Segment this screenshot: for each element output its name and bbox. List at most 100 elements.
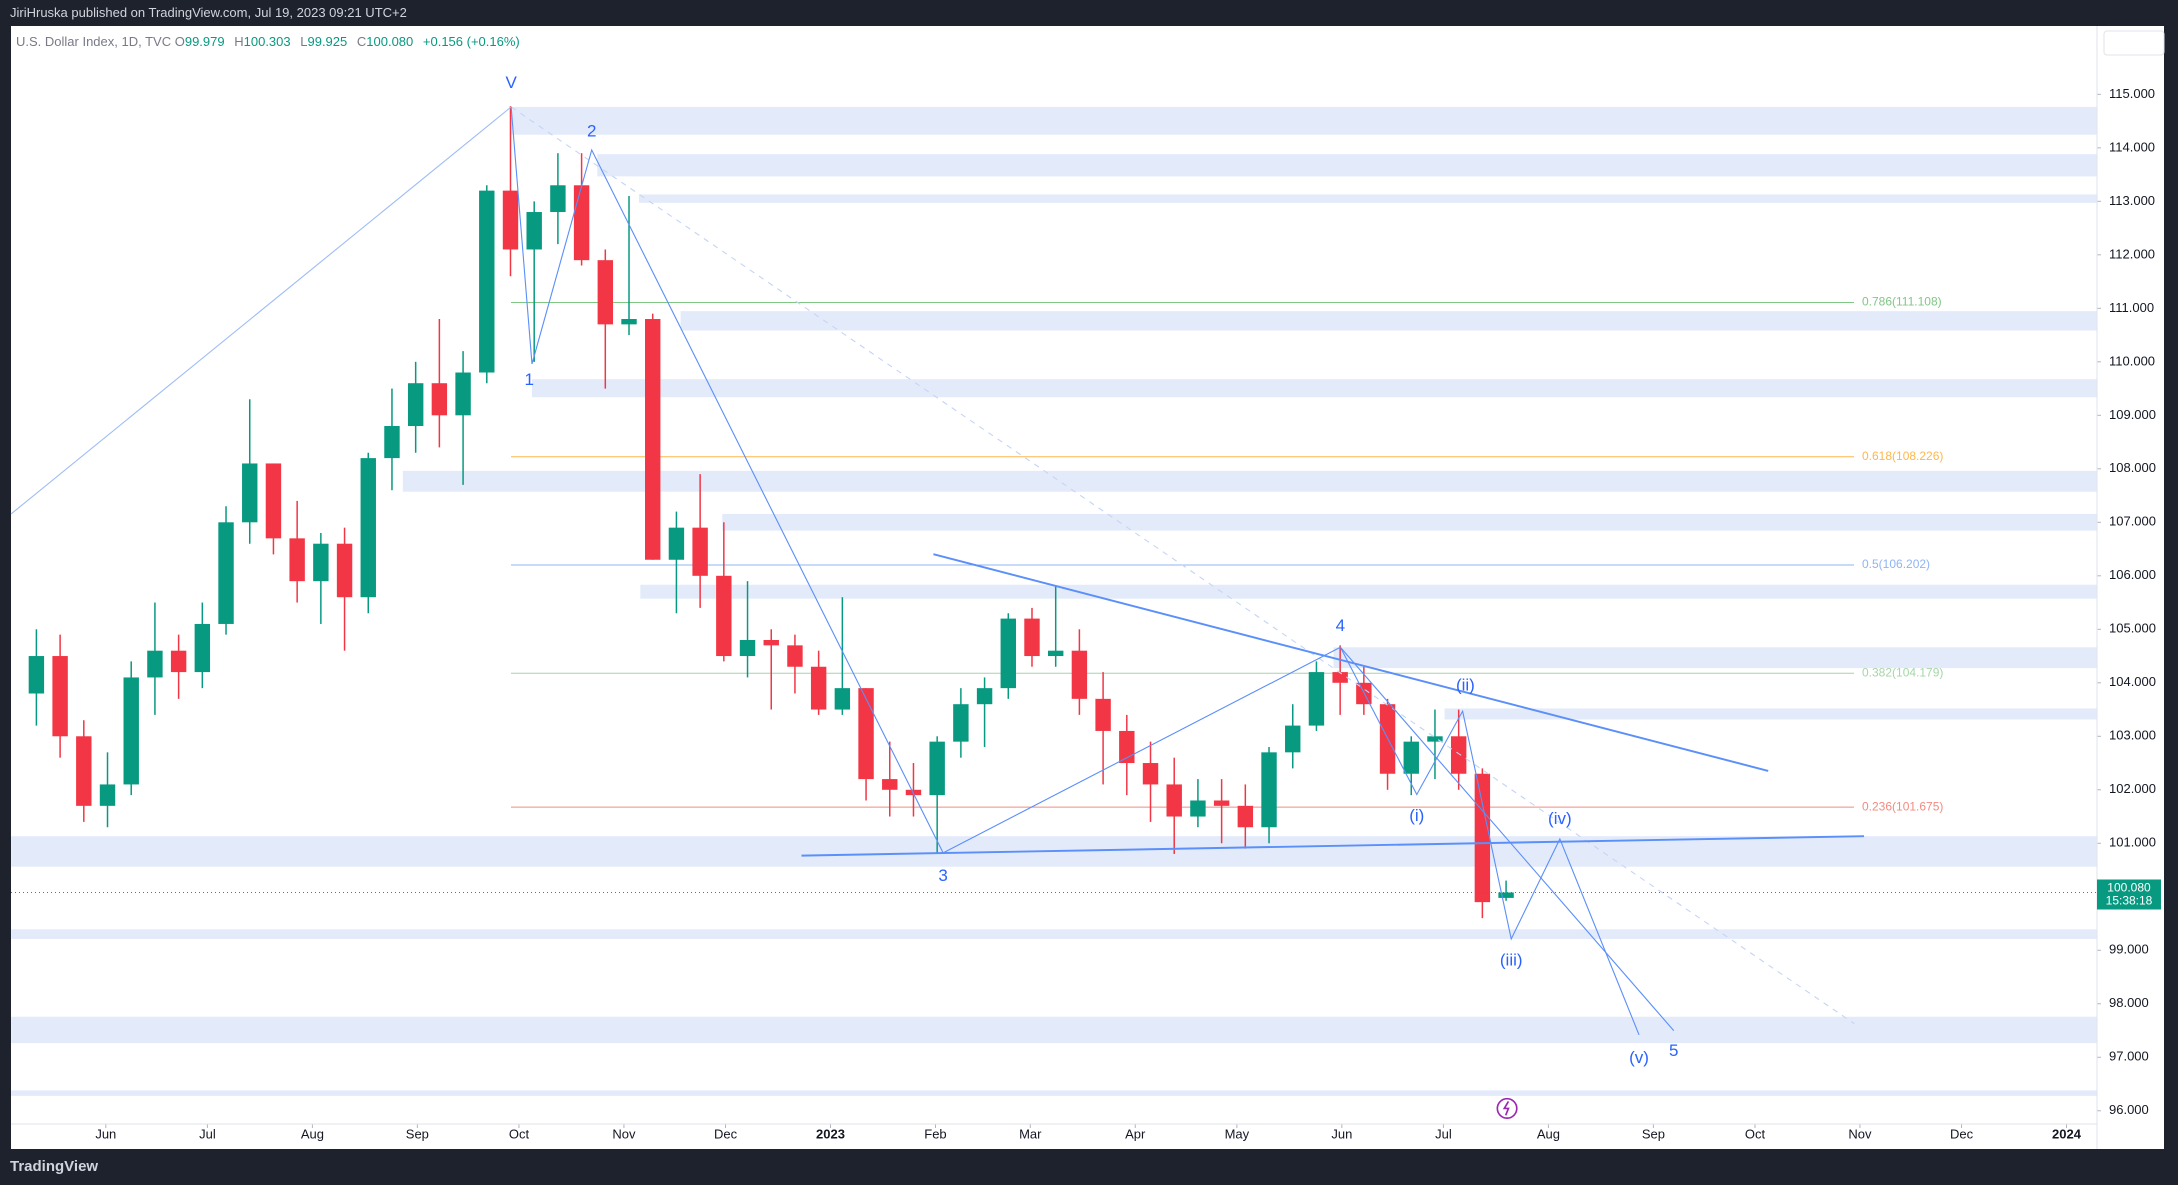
zone	[511, 106, 2098, 135]
top-bar: JiriHruska published on TradingView.com,…	[0, 0, 2178, 26]
fib-label: 0.786(111.108)	[1862, 295, 1942, 309]
x-tick-label: Jul	[1435, 1126, 1452, 1141]
event-icon-bolt	[1502, 1101, 1510, 1116]
y-tick-label: 105.000	[2109, 621, 2156, 636]
y-tick-label: 115.000	[2109, 86, 2155, 101]
scale-button[interactable]	[2103, 30, 2165, 56]
candle-body	[858, 688, 874, 780]
candle-body	[407, 383, 424, 427]
candle-body	[621, 319, 637, 325]
candle-body	[1403, 741, 1419, 774]
candle-body	[384, 426, 400, 459]
candle-body	[1474, 773, 1491, 903]
event-icon[interactable]	[1496, 1097, 1518, 1119]
candle-body	[526, 212, 542, 250]
candle-body	[739, 639, 756, 657]
legend-value: 100.303	[243, 34, 291, 49]
candle-body	[479, 190, 495, 373]
y-tick-label: 107.000	[2109, 514, 2156, 529]
candle-body	[1047, 650, 1064, 657]
legend-value: 99.979	[184, 34, 225, 49]
candle-body	[550, 185, 566, 213]
y-tick-label: 102.000	[2109, 781, 2156, 796]
x-tick-label: Nov	[612, 1126, 636, 1141]
zone	[680, 311, 2098, 331]
candle-body	[929, 741, 945, 796]
candle-body	[953, 704, 969, 742]
candle-body	[76, 736, 92, 806]
zone	[722, 513, 2098, 531]
wave-label: (ii)	[1456, 676, 1475, 695]
candle-body	[1308, 672, 1325, 726]
wave-label: 1	[524, 370, 533, 389]
candle-body	[218, 522, 234, 624]
candle-body	[1190, 800, 1206, 817]
wave-label: 3	[938, 866, 947, 885]
zones	[11, 106, 2098, 1096]
wave-label: (i)	[1409, 806, 1424, 825]
zone	[11, 1090, 2098, 1096]
x-tick-label: Nov	[1848, 1126, 1872, 1141]
candle-body	[1498, 892, 1514, 898]
wave-label: V	[505, 73, 517, 92]
candle-body	[99, 784, 116, 806]
x-tick-label: May	[1225, 1126, 1250, 1141]
wave-label: 4	[1336, 616, 1345, 635]
candle-body	[1450, 736, 1467, 774]
candle-body	[123, 677, 139, 785]
zone	[638, 194, 2098, 203]
candle-body	[597, 260, 614, 325]
candle-body	[810, 666, 827, 710]
candle-body	[1142, 763, 1159, 785]
y-tick-label: 98.000	[2109, 995, 2149, 1010]
x-tick-label: Oct	[1745, 1126, 1766, 1141]
candle-body	[455, 372, 471, 416]
candle-body	[716, 575, 732, 657]
candle-body	[763, 639, 779, 646]
last-price-label: 100.080	[2107, 881, 2151, 895]
y-tick-label: 96.000	[2109, 1102, 2149, 1117]
wave-label: (v)	[1629, 1048, 1649, 1067]
fib-label: 0.236(101.675)	[1862, 799, 1943, 813]
fib-label: 0.5(106.202)	[1862, 557, 1930, 571]
wave-label: (iii)	[1500, 951, 1523, 970]
y-tick-label: 101.000	[2109, 835, 2156, 850]
x-tick-label: 2023	[816, 1126, 845, 1141]
x-tick-label: Aug	[1537, 1126, 1560, 1141]
candle-body	[313, 543, 329, 582]
y-tick-label: 104.000	[2109, 674, 2156, 689]
candle-body	[645, 319, 661, 560]
candle-body	[1332, 672, 1348, 683]
candle-body	[1213, 800, 1230, 806]
footer-brand: TradingView	[10, 1158, 98, 1175]
drawings	[10, 106, 1865, 1119]
candle-body	[1285, 725, 1301, 753]
zone	[597, 154, 2098, 177]
trend-line	[10, 106, 512, 515]
zone	[11, 929, 2098, 939]
x-tick-label: Jun	[95, 1126, 116, 1141]
candle-body	[668, 527, 685, 560]
candle-body	[170, 650, 187, 673]
brand: TradingView	[10, 1158, 99, 1175]
y-tick-label: 103.000	[2109, 728, 2156, 743]
legend-label: O	[174, 34, 185, 49]
zone	[11, 1016, 2098, 1044]
candles	[28, 106, 1514, 919]
x-tick-label: Sep	[1642, 1126, 1665, 1141]
candle-body	[360, 458, 376, 598]
y-tick-label: 106.000	[2109, 567, 2156, 582]
x-tick-label: Sep	[406, 1126, 429, 1141]
zone	[1333, 647, 2098, 669]
x-tick-label: Aug	[301, 1126, 324, 1141]
candle-body	[194, 623, 211, 673]
x-tick-label: Oct	[509, 1126, 530, 1141]
y-tick-label: 99.000	[2109, 942, 2149, 957]
zone	[1444, 708, 2098, 720]
zone	[402, 470, 2098, 492]
x-tick-label: 2024	[2052, 1126, 2082, 1141]
fib-label: 0.618(108.226)	[1862, 449, 1943, 463]
candle-body	[692, 527, 708, 576]
candle-body	[1095, 698, 1111, 731]
